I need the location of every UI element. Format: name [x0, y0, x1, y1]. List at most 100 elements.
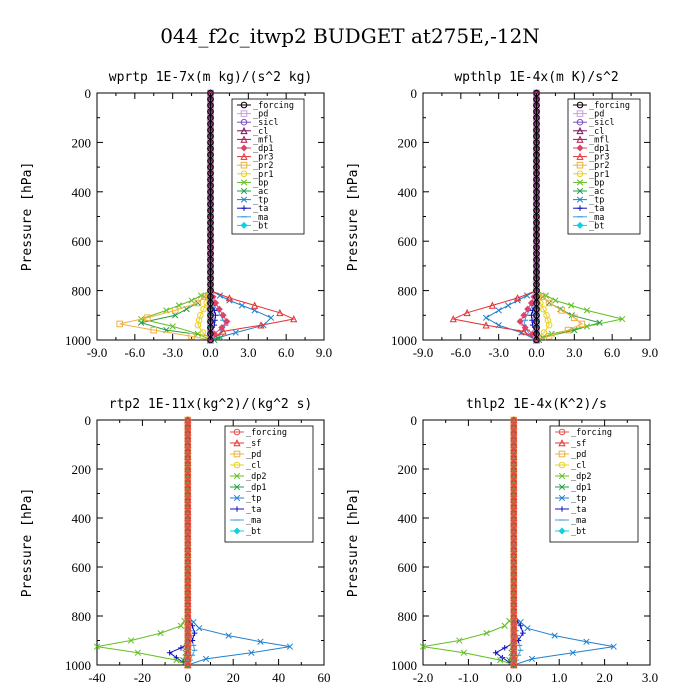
data-point [564, 326, 572, 334]
y-tick-label: 600 [398, 234, 418, 249]
data-point [501, 622, 508, 629]
legend-label: _forcing [589, 101, 630, 111]
data-point [510, 465, 518, 473]
legend-label: _ma [571, 516, 586, 526]
data-point [510, 539, 518, 546]
data-point [188, 297, 195, 304]
data-point [184, 606, 192, 614]
data-point [510, 490, 518, 497]
legend-entry: _bp [573, 178, 604, 188]
data-point [184, 526, 192, 534]
data-point [510, 563, 518, 571]
legend-label: _ac [253, 187, 268, 197]
legend-entry: _ta [237, 204, 268, 214]
data-point [449, 315, 457, 323]
data-point [207, 213, 214, 220]
series-line [422, 420, 515, 666]
y-tick-label: 200 [72, 462, 92, 477]
y-tick-label: 200 [398, 135, 418, 150]
data-point [504, 302, 512, 309]
data-point [483, 629, 490, 637]
legend-swatch-marker [576, 179, 584, 186]
legend-entry: _bt [230, 527, 261, 537]
data-point [184, 582, 192, 589]
data-point [207, 108, 214, 115]
data-point [207, 157, 214, 165]
data-point [202, 655, 210, 663]
legend-label: _sf [571, 439, 586, 449]
data-point [184, 655, 192, 663]
data-point [232, 329, 239, 336]
data-point [184, 422, 192, 430]
legend-label: _forcing [253, 101, 294, 111]
x-tick-label: 0.0 [528, 345, 544, 360]
data-point [194, 299, 202, 307]
data-point [178, 645, 184, 651]
data-point [184, 661, 192, 669]
data-point [510, 637, 518, 644]
legend-label: _ta [246, 505, 261, 515]
y-axis-label: Pressure [hPa] [346, 162, 361, 272]
data-point [207, 281, 214, 288]
data-point [207, 231, 214, 239]
y-tick-label: 1000 [391, 333, 417, 348]
y-tick-label: 600 [398, 560, 418, 575]
legend-label: _ac [589, 187, 604, 197]
series-dp2 [93, 416, 191, 669]
data-point [207, 287, 214, 294]
legend-entry: _ta [573, 204, 604, 214]
legend-label: _dp1 [246, 483, 266, 493]
x-tick-label: 0.0 [506, 670, 522, 685]
data-point [510, 453, 518, 461]
series-group [116, 89, 298, 344]
data-point [533, 330, 540, 338]
x-tick-label: 9.0 [316, 345, 332, 360]
legend-swatch-marker [240, 152, 248, 160]
data-point [184, 453, 192, 461]
data-point [510, 557, 518, 565]
legend-label: _pd [571, 450, 586, 460]
legend-entry: _ac [573, 187, 604, 197]
legend-box [567, 98, 641, 235]
legend-swatch-marker [240, 126, 248, 135]
data-point [524, 625, 531, 632]
data-point [157, 629, 164, 637]
y-tick-label: 600 [72, 234, 92, 249]
data-point [215, 305, 223, 313]
data-point [456, 637, 463, 644]
data-point [207, 188, 214, 196]
data-point [578, 320, 586, 328]
data-point [510, 575, 518, 583]
data-point [533, 145, 540, 152]
data-point [510, 428, 518, 436]
data-point [207, 274, 214, 282]
legend-entry: _dp1 [237, 144, 273, 154]
legend-label: _bt [246, 527, 261, 537]
data-point [533, 151, 540, 159]
data-point [419, 643, 427, 650]
data-point [199, 329, 207, 336]
x-tick-label: -1.0 [458, 670, 479, 685]
data-point [219, 311, 227, 319]
y-tick-label: 1000 [391, 658, 417, 673]
data-point [184, 539, 192, 546]
data-point [510, 533, 518, 540]
legend-label: _dp2 [571, 472, 591, 482]
data-point [184, 447, 192, 454]
data-point [207, 237, 214, 245]
legend-swatch-marker [558, 450, 566, 458]
data-point [520, 311, 528, 319]
data-point [510, 600, 518, 608]
data-point [510, 484, 518, 491]
data-point [533, 114, 540, 121]
panel-4: thlp2 1E-4x(K^2)/s Pressure [hPa] 0 200 400 6… [346, 397, 658, 685]
data-point [497, 656, 504, 664]
data-point [492, 649, 499, 656]
legend-swatch-marker [559, 506, 565, 512]
series-bp [137, 89, 214, 344]
legend-label: _pd [589, 110, 604, 120]
data-point [207, 120, 214, 128]
data-point [533, 262, 540, 270]
x-tick-label: 3.0 [566, 345, 582, 360]
data-point [533, 139, 540, 146]
